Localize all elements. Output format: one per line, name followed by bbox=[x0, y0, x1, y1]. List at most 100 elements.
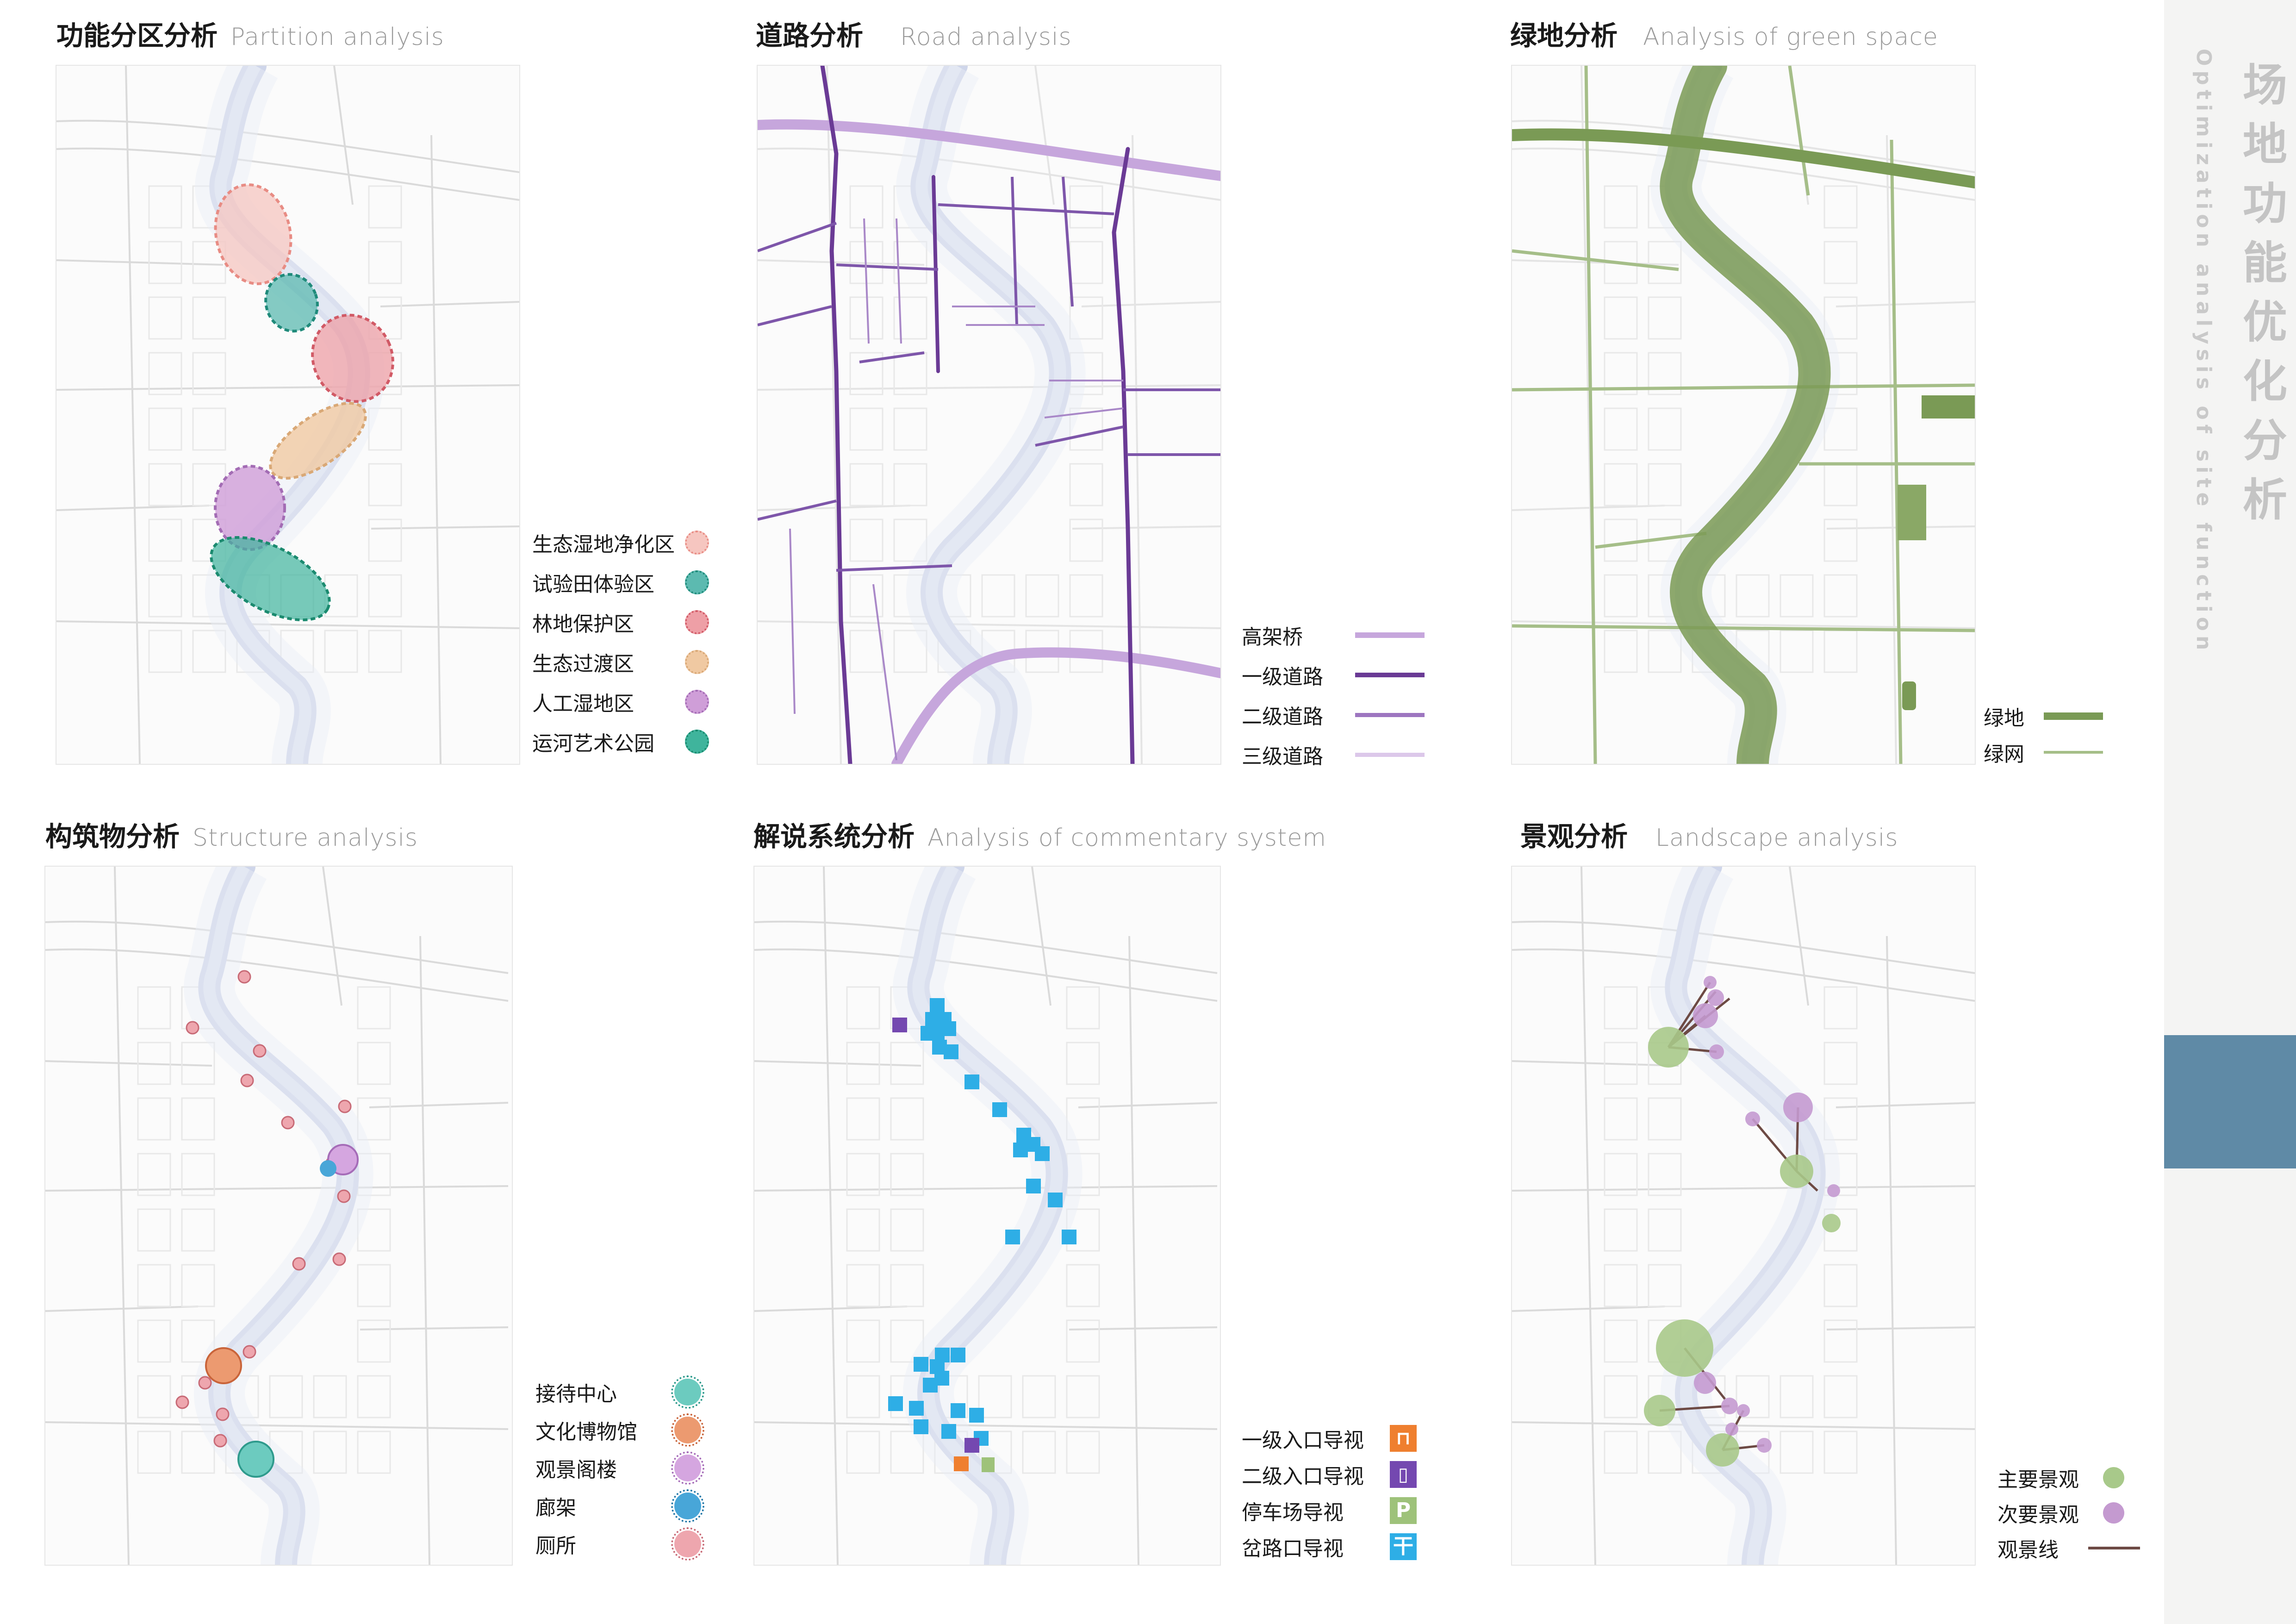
base-block bbox=[137, 1153, 171, 1196]
legend-item: 停车场导视 P bbox=[1242, 1496, 1417, 1525]
green-net-line bbox=[1512, 383, 1975, 392]
toilet-marker bbox=[198, 1376, 212, 1390]
base-road bbox=[1826, 1326, 1975, 1330]
base-road bbox=[419, 936, 430, 1565]
legend-line bbox=[1355, 752, 1425, 757]
base-block bbox=[1823, 518, 1858, 562]
base-road bbox=[360, 1326, 509, 1330]
legend-label: 高架桥 bbox=[1242, 625, 1303, 649]
base-road bbox=[322, 867, 342, 1006]
base-block bbox=[893, 407, 927, 451]
commentary-signs bbox=[888, 998, 1076, 1472]
legend-item: 人工湿地区 bbox=[532, 687, 709, 717]
toilet-marker bbox=[292, 1257, 306, 1271]
green-net bbox=[1512, 66, 1975, 764]
base-block bbox=[313, 1430, 347, 1474]
legend-label: 观景线 bbox=[1997, 1538, 2059, 1562]
signpost-icon bbox=[923, 1378, 938, 1393]
legend-swatch bbox=[685, 610, 709, 634]
base-block bbox=[1066, 1097, 1100, 1141]
base-block bbox=[368, 185, 402, 229]
base-road bbox=[1580, 867, 1596, 1565]
base-road bbox=[1031, 867, 1052, 1006]
base-block bbox=[137, 1319, 171, 1363]
partition-zones bbox=[210, 183, 394, 622]
base-road bbox=[1512, 1060, 1679, 1067]
landscape-legend: 主要景观 次要景观 观景线 bbox=[1997, 1463, 2146, 1565]
legend-label: 试验田体验区 bbox=[532, 573, 654, 596]
base-road bbox=[758, 259, 925, 266]
commentary-legend: 一级入口导视 ⊓ 二级入口导视 ▯ 停车场导视 P 岔路口导视 干 bbox=[1242, 1424, 1427, 1572]
tertiary-road bbox=[1044, 407, 1124, 418]
base-block bbox=[1780, 574, 1814, 618]
signpost-icon bbox=[941, 1021, 956, 1036]
base-block bbox=[1022, 1375, 1056, 1418]
structure-base bbox=[45, 867, 509, 1565]
partition-legend: 生态湿地净化区 试验田体验区 林地保护区 生态过渡区 人工湿地区 运河艺术公园 bbox=[532, 528, 727, 768]
base-block bbox=[846, 1097, 880, 1141]
toilet-marker bbox=[240, 1074, 254, 1087]
base-block bbox=[978, 1375, 1012, 1418]
base-block bbox=[846, 1208, 880, 1252]
river-bank bbox=[893, 867, 1083, 1565]
green-map-canvas bbox=[1512, 66, 1975, 764]
legend-swatch bbox=[685, 730, 709, 754]
secondary-road bbox=[1035, 425, 1124, 447]
parking-sign-icon bbox=[982, 1457, 995, 1472]
zone-eco-transition bbox=[269, 402, 367, 480]
commentary-title-zh: 解说系统分析 bbox=[753, 821, 915, 852]
base-road bbox=[1078, 1102, 1218, 1108]
river-inner bbox=[1670, 867, 1821, 1565]
road-legend: 高架桥 一级道路 二级道路 三级道路 bbox=[1242, 620, 1436, 768]
legend-label: 三级道路 bbox=[1242, 745, 1323, 768]
base-block bbox=[890, 1264, 924, 1307]
signpost-icon bbox=[1062, 1230, 1076, 1244]
secondary-road bbox=[758, 222, 837, 252]
base-road bbox=[45, 1060, 212, 1067]
tertiary-road bbox=[789, 528, 796, 714]
base-block bbox=[1823, 1375, 1858, 1418]
primary-road-east bbox=[1112, 147, 1135, 764]
legend-item: 接待中心 bbox=[535, 1375, 704, 1409]
green-net-line bbox=[1595, 531, 1707, 549]
major-landscape-node bbox=[1648, 1027, 1689, 1068]
green-net-line bbox=[1512, 249, 1679, 271]
base-block bbox=[148, 296, 182, 340]
base-block bbox=[1648, 407, 1682, 451]
legend-swatch bbox=[671, 1375, 704, 1409]
base-block bbox=[1823, 407, 1858, 451]
base-block bbox=[893, 518, 927, 562]
legend-label: 二级道路 bbox=[1242, 705, 1323, 729]
base-block bbox=[1604, 407, 1638, 451]
base-block bbox=[1736, 574, 1770, 618]
minor-landscape-node bbox=[1827, 1184, 1840, 1197]
base-block bbox=[981, 574, 1015, 618]
landscape-base bbox=[1512, 867, 1975, 1565]
base-block bbox=[846, 986, 880, 1030]
base-road bbox=[1512, 1185, 1975, 1192]
entrance-sign-icon bbox=[954, 1456, 969, 1471]
base-block bbox=[368, 407, 402, 451]
base-road bbox=[754, 1060, 921, 1067]
zone-forest-protection bbox=[311, 313, 394, 403]
base-block bbox=[181, 1430, 215, 1474]
museum-marker bbox=[205, 1347, 242, 1384]
base-block bbox=[890, 1430, 924, 1474]
base-road bbox=[56, 259, 224, 266]
info-sign-icon: ▯ bbox=[1390, 1461, 1417, 1488]
signpost-icon bbox=[1035, 1146, 1050, 1161]
elevated-bridge-south bbox=[891, 647, 1220, 764]
base-block bbox=[1604, 1430, 1638, 1474]
zone-test-field bbox=[264, 273, 319, 333]
river-inner bbox=[915, 66, 1066, 764]
base-block bbox=[1066, 1430, 1100, 1474]
base-block bbox=[148, 241, 182, 284]
base-road bbox=[333, 66, 354, 205]
legend-line bbox=[2088, 1547, 2140, 1549]
legend-line bbox=[1355, 632, 1425, 638]
green-space bbox=[1512, 66, 1975, 764]
base-block bbox=[148, 352, 182, 395]
legend-item: 绿地 bbox=[1984, 701, 2103, 731]
legend-line bbox=[1355, 673, 1425, 677]
secondary-road bbox=[836, 263, 939, 271]
